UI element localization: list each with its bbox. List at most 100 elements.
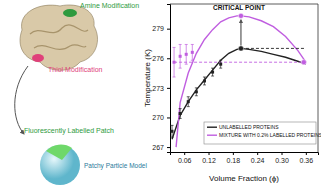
error-cap	[219, 68, 222, 69]
point	[211, 71, 214, 74]
error-cap	[173, 47, 176, 48]
x-tick-label: 0.12	[202, 157, 216, 164]
point	[238, 46, 243, 51]
error-bar	[204, 77, 205, 85]
point	[185, 53, 188, 56]
x-tick: 0.30	[275, 152, 289, 164]
y-tick-mark	[167, 29, 170, 30]
label-amine: Amine Modification	[80, 2, 139, 9]
point	[238, 13, 243, 18]
error-bar	[180, 44, 181, 68]
figure-root: Amine ModificationThiol ModificationFluo…	[0, 0, 321, 189]
error-cap	[211, 68, 214, 69]
x-tick-label: 0.24	[251, 157, 265, 164]
error-bar	[186, 44, 187, 64]
thiol-site	[32, 54, 44, 62]
protein-texture	[30, 25, 88, 34]
point	[195, 90, 198, 93]
critical-arrow	[240, 20, 241, 46]
y-tick: 267	[152, 144, 170, 151]
point	[301, 60, 306, 65]
x-tick-mark	[209, 152, 210, 155]
y-tick-label: 273	[152, 85, 164, 92]
error-cap	[179, 44, 182, 45]
y-tick-mark	[167, 117, 170, 118]
x-tick: 0.24	[251, 152, 265, 164]
error-cap	[179, 118, 182, 119]
arrow	[15, 66, 28, 134]
x-axis-line	[171, 153, 319, 156]
annotation: CRITICAL POINT	[213, 4, 265, 11]
error-cap	[191, 60, 194, 61]
label-patch: Fluorescently Labelled Patch	[24, 127, 114, 135]
y-tick-label: 279	[152, 25, 164, 32]
amine-site	[63, 9, 77, 17]
frame-right	[318, 4, 319, 152]
error-bar	[172, 125, 173, 137]
x-tick-mark	[233, 152, 234, 155]
error-bar	[174, 47, 175, 77]
point	[191, 51, 194, 54]
error-cap	[203, 84, 206, 85]
error-cap	[171, 137, 174, 138]
error-cap	[185, 44, 188, 45]
y-axis-line	[167, 5, 171, 153]
y-tick-mark	[167, 88, 170, 89]
point	[203, 79, 206, 82]
y-tick: 273	[152, 85, 170, 92]
error-bar	[188, 97, 189, 107]
diagram: Amine ModificationThiol ModificationFluo…	[15, 2, 148, 185]
protein-texture	[34, 45, 86, 50]
y-tick-mark	[167, 147, 170, 148]
y-tick: 276	[152, 55, 170, 62]
error-cap	[171, 125, 174, 126]
error-cap	[211, 76, 214, 77]
y-tick-label: 267	[152, 144, 164, 151]
figure-svg: Amine ModificationThiol ModificationFluo…	[0, 0, 321, 189]
y-tick: 270	[152, 114, 170, 121]
error-cap	[203, 77, 206, 78]
x-tick-label: 0.30	[275, 157, 289, 164]
x-tick-label: 0.36	[300, 157, 314, 164]
error-cap	[195, 87, 198, 88]
error-cap	[179, 108, 182, 109]
x-axis-title: Volume Fraction (ϕ)	[209, 174, 279, 183]
label-model: Patchy Particle Model	[84, 162, 147, 170]
chart: 0.06 0.12 0.18 0.24 0.30 0.36 267 270 273 276 279 V…	[143, 4, 321, 183]
point	[187, 100, 190, 103]
x-tick-mark	[257, 152, 258, 155]
legend-swatch	[207, 134, 217, 135]
legend-swatch	[207, 126, 217, 127]
x-tick: 0.06	[178, 152, 192, 164]
error-cap	[195, 95, 198, 96]
error-bar	[196, 88, 197, 96]
y-axis-title: Temperature (K)	[143, 49, 152, 107]
dashed-line	[241, 48, 306, 49]
protein-shape	[20, 5, 98, 70]
point	[179, 55, 182, 58]
error-cap	[191, 44, 194, 45]
x-tick: 0.18	[227, 152, 241, 164]
error-bar	[192, 44, 193, 60]
error-cap	[173, 77, 176, 78]
x-tick-label: 0.06	[178, 157, 192, 164]
point	[179, 112, 182, 115]
error-cap	[179, 68, 182, 69]
y-tick-label: 270	[152, 114, 164, 121]
error-bar	[180, 109, 181, 119]
error-cap	[187, 106, 190, 107]
dashed-line	[174, 62, 304, 63]
y-axis: 267 270 273 276 279	[152, 5, 170, 153]
error-bar	[220, 60, 221, 68]
error-cap	[185, 64, 188, 65]
error-cap	[187, 96, 190, 97]
y-tick-label: 276	[152, 55, 164, 62]
error-bar	[212, 68, 213, 76]
x-tick-mark	[282, 152, 283, 155]
legend-label: MIXTURE WITH 0.2% LABELLED PROTEINS	[219, 132, 321, 138]
x-tick-mark	[306, 152, 307, 155]
point	[219, 63, 222, 66]
legend: UNLABELLED PROTEINSMIXTURE WITH 0.2% LAB…	[204, 122, 321, 144]
point	[171, 130, 174, 133]
y-tick-mark	[167, 58, 170, 59]
